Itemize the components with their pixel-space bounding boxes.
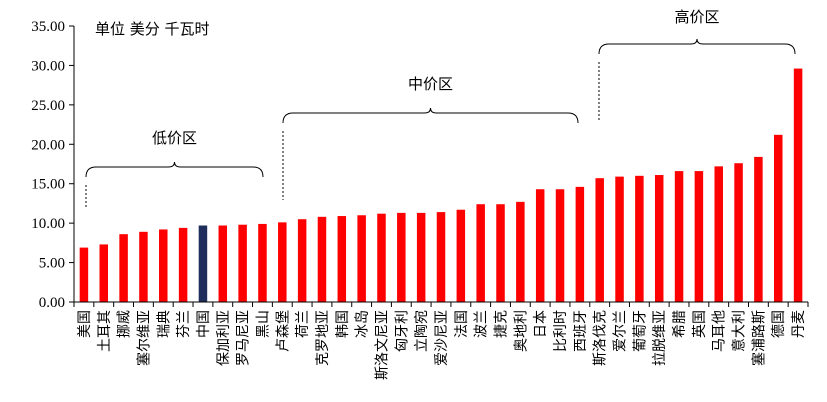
bar [258, 223, 267, 302]
bar [535, 189, 545, 302]
category-label: 土耳其 [97, 310, 113, 352]
y-tick-label: 10.00 [31, 216, 65, 232]
category-label: 比利时 [553, 310, 569, 352]
category-label: 马耳他 [712, 310, 728, 352]
category-label: 罗马尼亚 [236, 310, 252, 366]
category-label: 德国 [771, 310, 787, 338]
zone-label: 低价区 [152, 129, 197, 147]
category-label: 芬兰 [176, 310, 192, 338]
bar [178, 227, 188, 302]
category-label: 中国 [196, 310, 212, 338]
zone-bracket [598, 38, 796, 55]
bar [357, 215, 366, 302]
category-label: 挪威 [117, 310, 133, 338]
category-label: 希腊 [672, 310, 688, 338]
bar [476, 204, 485, 302]
category-label: 波兰 [474, 310, 490, 338]
bar [754, 156, 763, 302]
bar [337, 216, 347, 302]
category-label: 法国 [454, 310, 470, 338]
category-label: 冰岛 [355, 310, 371, 338]
category-label: 拉脱维亚 [652, 310, 668, 366]
category-label: 英国 [691, 310, 708, 338]
y-tick-label: 5.00 [39, 256, 65, 272]
bar [555, 189, 565, 302]
bar [575, 186, 585, 302]
category-label: 奥地利 [512, 310, 529, 352]
bar [377, 213, 386, 302]
category-label: 爱沙尼亚 [434, 310, 450, 366]
y-tick-label: 25.00 [31, 98, 65, 114]
bar [159, 229, 168, 302]
category-label: 日本 [533, 310, 549, 338]
category-label: 意大利 [731, 310, 748, 352]
bar [773, 134, 783, 302]
y-tick-label: 15.00 [31, 177, 65, 193]
category-label: 韩国 [335, 310, 351, 338]
bar [317, 216, 327, 302]
bar [654, 175, 664, 302]
category-label: 西班牙 [573, 310, 589, 352]
bar [436, 212, 446, 302]
bars [79, 68, 803, 302]
bar [734, 163, 743, 302]
bar [278, 222, 287, 302]
zone-label: 高价区 [674, 8, 719, 26]
category-label: 匈牙利 [394, 310, 410, 352]
y-axis: 0.00 5.00 10.00 15.00 20.00 25.00 30.00 35.00 [31, 19, 75, 311]
category-label: 塞尔维亚 [135, 310, 152, 366]
bar [516, 201, 525, 302]
category-label: 黑山 [255, 310, 271, 338]
bar [456, 209, 466, 302]
y-tick-label: 30.00 [31, 58, 65, 74]
category-label: 斯洛伐克 [593, 310, 609, 366]
zone-label: 中价区 [408, 75, 453, 93]
category-label: 美国 [77, 310, 93, 338]
bar [793, 68, 803, 302]
x-axis: 美国 土耳其 挪威 塞尔维亚 瑞典 芬兰 中国 保加利亚 罗马尼亚 黑山 卢森堡 荷兰 克罗地亚 韩国 冰岛… [73, 301, 809, 380]
category-label: 丹麦 [791, 310, 807, 338]
bar [198, 225, 208, 302]
bar [397, 212, 406, 302]
bar [674, 171, 684, 302]
category-label: 立陶宛 [414, 310, 430, 352]
bar [416, 212, 426, 302]
y-tick-label: 35.00 [31, 19, 65, 35]
bar [79, 247, 89, 302]
category-label: 葡萄牙 [632, 310, 648, 352]
bar [139, 231, 148, 302]
bar [714, 166, 723, 302]
category-label: 克罗地亚 [315, 310, 331, 366]
bar [297, 219, 307, 302]
bar [99, 244, 109, 302]
category-label: 卢森堡 [275, 310, 291, 352]
unit-label: 单位 美分 千瓦时 [95, 20, 210, 38]
category-label: 捷克 [494, 310, 510, 338]
price-zones: 低价区 中价区 高价区 [85, 8, 796, 207]
category-label: 塞浦路斯 [750, 310, 767, 366]
bar [496, 204, 505, 302]
bar [595, 178, 604, 302]
zone-bracket [85, 161, 264, 178]
bar [238, 224, 247, 302]
zone-bracket [282, 107, 579, 124]
category-label: 保加利亚 [216, 310, 232, 366]
category-label: 瑞典 [156, 310, 172, 338]
category-label: 爱尔兰 [613, 310, 629, 352]
bar [119, 234, 128, 302]
y-tick-label: 0.00 [39, 295, 65, 311]
bar [635, 175, 644, 302]
bar [218, 225, 228, 302]
category-label: 斯洛文尼亚 [374, 310, 390, 380]
bar [615, 176, 624, 302]
bar [694, 171, 704, 302]
category-label: 荷兰 [295, 310, 311, 338]
y-tick-label: 20.00 [31, 137, 65, 153]
